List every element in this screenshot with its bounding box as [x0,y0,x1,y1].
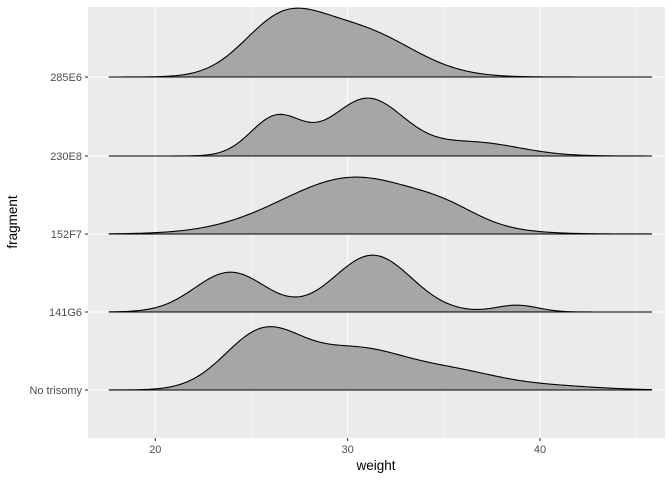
x-tick-label: 20 [149,444,161,456]
ridge-285e6 [108,7,653,78]
ridge-152f7 [108,176,653,235]
y-tick-label: 152F7 [51,229,82,241]
axes: No trisomy 141G6 152F7 230E8 285E6 20 30 40 [29,72,546,456]
x-tick-label: 30 [342,444,354,456]
x-axis-title: weight [355,458,395,473]
y-axis-title: fragment [5,195,20,249]
density-ridges [108,7,653,391]
y-tick-label: 141G6 [49,307,82,319]
y-tick-label: No trisomy [29,385,82,397]
x-tick-label: 40 [534,444,546,456]
ridge-230e8 [108,97,653,157]
ridge-141g6 [108,254,653,313]
y-tick-label: 230E8 [50,151,82,163]
ridge-no-trisomy [108,326,653,391]
y-tick-label: 285E6 [50,72,82,84]
